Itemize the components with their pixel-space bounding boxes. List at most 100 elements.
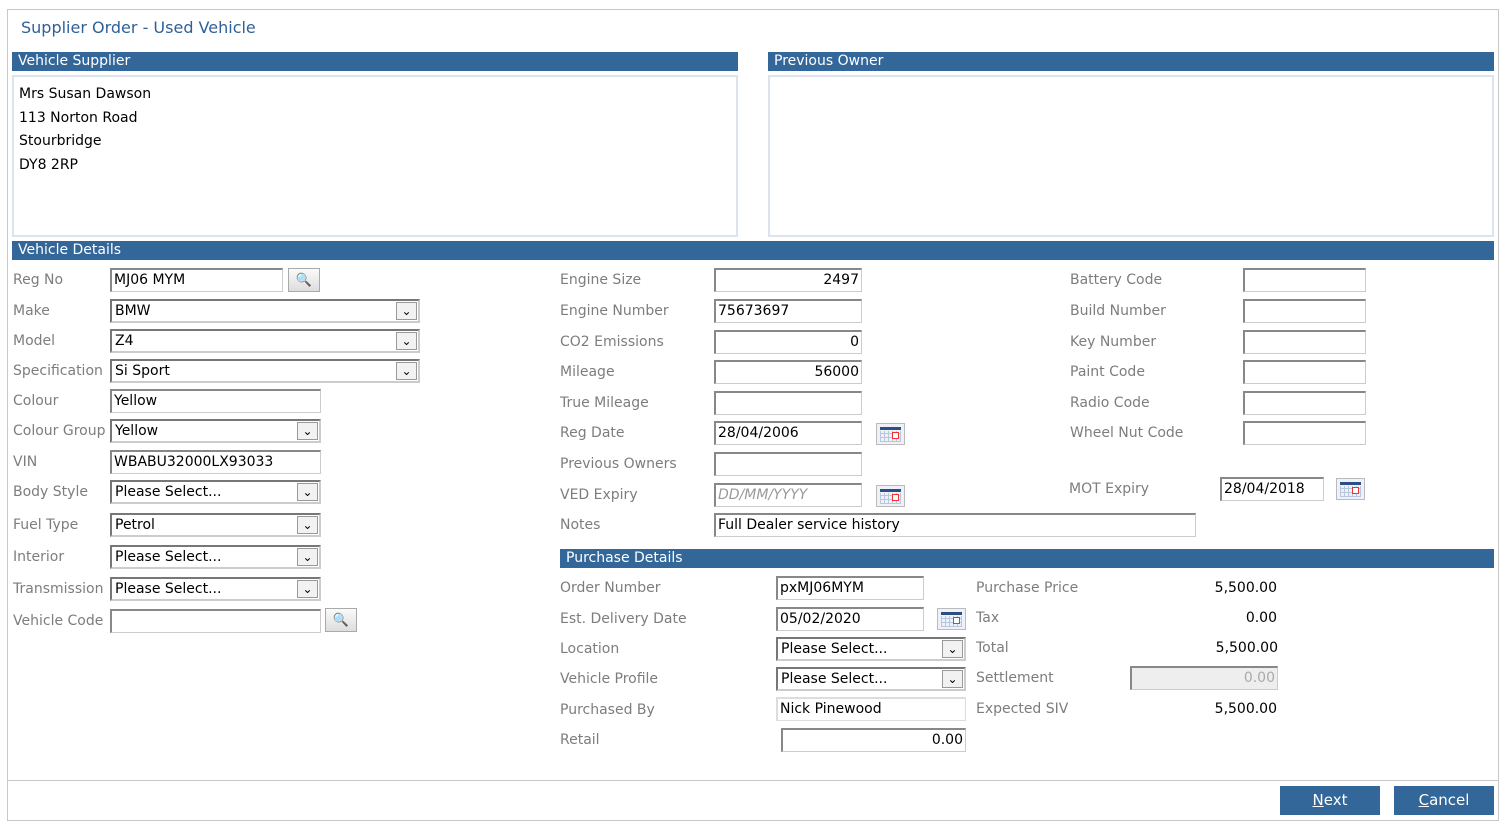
purchase-price-label: Purchase Price xyxy=(976,580,1079,596)
engine-number-input[interactable]: 75673697 xyxy=(714,299,862,323)
chevron-down-icon: ⌄ xyxy=(297,516,318,534)
battery-code-input[interactable] xyxy=(1243,268,1366,292)
key-number-label: Key Number xyxy=(1070,334,1157,350)
model-select[interactable]: Z4 ⌄ xyxy=(110,329,420,353)
colour-group-value: Yellow xyxy=(115,423,159,439)
chevron-down-icon: ⌄ xyxy=(942,640,963,658)
mot-expiry-input[interactable]: 28/04/2018 xyxy=(1220,477,1324,501)
model-label: Model xyxy=(13,333,56,349)
reg-date-label: Reg Date xyxy=(560,425,625,441)
mileage-input[interactable]: 56000 xyxy=(714,360,862,384)
search-document-icon: 🔍 xyxy=(332,612,350,628)
search-document-icon: 🔍 xyxy=(295,272,313,288)
calendar-icon[interactable] xyxy=(937,608,966,630)
interior-select[interactable]: Please Select... ⌄ xyxy=(110,545,321,569)
settlement-label: Settlement xyxy=(976,670,1054,686)
vehicle-supplier-header: Vehicle Supplier xyxy=(12,52,738,71)
fuel-type-select[interactable]: Petrol ⌄ xyxy=(110,513,321,537)
est-delivery-label: Est. Delivery Date xyxy=(560,611,687,627)
chevron-down-icon: ⌄ xyxy=(396,362,417,380)
reg-date-input[interactable]: 28/04/2006 xyxy=(714,421,862,445)
radio-code-input[interactable] xyxy=(1243,391,1366,415)
vehicle-code-input[interactable] xyxy=(110,609,321,633)
key-number-input[interactable] xyxy=(1243,330,1366,354)
colour-input[interactable]: Yellow xyxy=(110,389,321,413)
wheel-nut-code-input[interactable] xyxy=(1243,421,1366,445)
reg-no-input[interactable]: MJ06 MYM xyxy=(110,268,283,292)
make-value: BMW xyxy=(115,303,151,319)
ved-expiry-input[interactable]: DD/MM/YYYY xyxy=(714,483,862,507)
specification-select[interactable]: Si Sport ⌄ xyxy=(110,359,420,383)
co2-label: CO2 Emissions xyxy=(560,334,664,350)
purchase-price-value: 5,500.00 xyxy=(1214,580,1277,596)
tax-label: Tax xyxy=(976,610,1000,626)
true-mileage-label: True Mileage xyxy=(560,395,649,411)
chevron-down-icon: ⌄ xyxy=(297,548,318,566)
transmission-label: Transmission xyxy=(13,581,104,597)
chevron-down-icon: ⌄ xyxy=(297,580,318,598)
calendar-icon[interactable] xyxy=(876,423,905,445)
vin-input[interactable]: WBABU32000LX93033 xyxy=(110,450,321,474)
address-line: 113 Norton Road xyxy=(19,109,138,126)
chevron-down-icon: ⌄ xyxy=(396,302,417,320)
vehicle-code-lookup-button[interactable]: 🔍 xyxy=(325,608,357,632)
chevron-down-icon: ⌄ xyxy=(396,332,417,350)
fuel-type-label: Fuel Type xyxy=(13,517,79,533)
ved-expiry-label: VED Expiry xyxy=(560,487,638,503)
address-line: DY8 2RP xyxy=(19,156,79,173)
purchased-by-label: Purchased By xyxy=(560,702,655,718)
est-delivery-input[interactable]: 05/02/2020 xyxy=(776,607,924,631)
cancel-button[interactable]: Cancel xyxy=(1394,786,1494,815)
calendar-icon[interactable] xyxy=(1336,478,1365,500)
interior-value: Please Select... xyxy=(115,549,222,565)
chevron-down-icon: ⌄ xyxy=(942,670,963,688)
previous-owners-input[interactable] xyxy=(714,452,862,476)
location-value: Please Select... xyxy=(781,641,888,657)
settlement-input: 0.00 xyxy=(1130,666,1278,690)
previous-owners-label: Previous Owners xyxy=(560,456,677,472)
total-value: 5,500.00 xyxy=(1215,640,1278,656)
mot-expiry-label: MOT Expiry xyxy=(1069,481,1150,497)
transmission-select[interactable]: Please Select... ⌄ xyxy=(110,577,321,601)
reg-lookup-button[interactable]: 🔍 xyxy=(288,268,320,292)
battery-code-label: Battery Code xyxy=(1070,272,1163,288)
purchased-by-input[interactable]: Nick Pinewood xyxy=(776,697,966,721)
body-style-select[interactable]: Please Select... ⌄ xyxy=(110,480,321,504)
order-number-input[interactable]: pxMJ06MYM xyxy=(776,576,924,600)
expected-siv-value: 5,500.00 xyxy=(1214,701,1277,717)
vehicle-profile-select[interactable]: Please Select... ⌄ xyxy=(776,667,966,691)
true-mileage-input[interactable] xyxy=(714,391,862,415)
vehicle-details-header: Vehicle Details xyxy=(12,241,1494,260)
vehicle-profile-value: Please Select... xyxy=(781,671,888,687)
purchase-details-header: Purchase Details xyxy=(560,549,1494,568)
retail-label: Retail xyxy=(560,732,600,748)
build-number-input[interactable] xyxy=(1243,299,1366,323)
model-value: Z4 xyxy=(115,333,134,349)
previous-owner-header: Previous Owner xyxy=(768,52,1494,71)
order-number-label: Order Number xyxy=(560,580,661,596)
engine-size-input[interactable]: 2497 xyxy=(714,268,862,292)
address-line: Stourbridge xyxy=(19,133,102,149)
co2-input[interactable]: 0 xyxy=(714,330,862,354)
body-style-value: Please Select... xyxy=(115,484,222,500)
notes-input[interactable]: Full Dealer service history xyxy=(714,513,1196,537)
colour-group-select[interactable]: Yellow ⌄ xyxy=(110,419,321,443)
colour-group-label: Colour Group xyxy=(13,423,106,439)
location-select[interactable]: Please Select... ⌄ xyxy=(776,637,966,661)
supplier-address-box: Mrs Susan Dawson 113 Norton Road Stourbr… xyxy=(12,75,738,237)
interior-label: Interior xyxy=(13,549,65,565)
calendar-icon[interactable] xyxy=(876,485,905,507)
footer-divider xyxy=(8,780,1498,781)
body-style-label: Body Style xyxy=(13,484,88,500)
page-title: Supplier Order - Used Vehicle xyxy=(21,18,256,37)
make-select[interactable]: BMW ⌄ xyxy=(110,299,420,323)
build-number-label: Build Number xyxy=(1070,303,1166,319)
next-button[interactable]: Next xyxy=(1280,786,1380,815)
chevron-down-icon: ⌄ xyxy=(297,422,318,440)
address-line: Mrs Susan Dawson xyxy=(19,86,152,102)
retail-input[interactable]: 0.00 xyxy=(781,728,966,752)
total-label: Total xyxy=(976,640,1009,656)
wheel-nut-code-label: Wheel Nut Code xyxy=(1070,425,1184,441)
paint-code-input[interactable] xyxy=(1243,360,1366,384)
notes-label: Notes xyxy=(560,517,601,533)
